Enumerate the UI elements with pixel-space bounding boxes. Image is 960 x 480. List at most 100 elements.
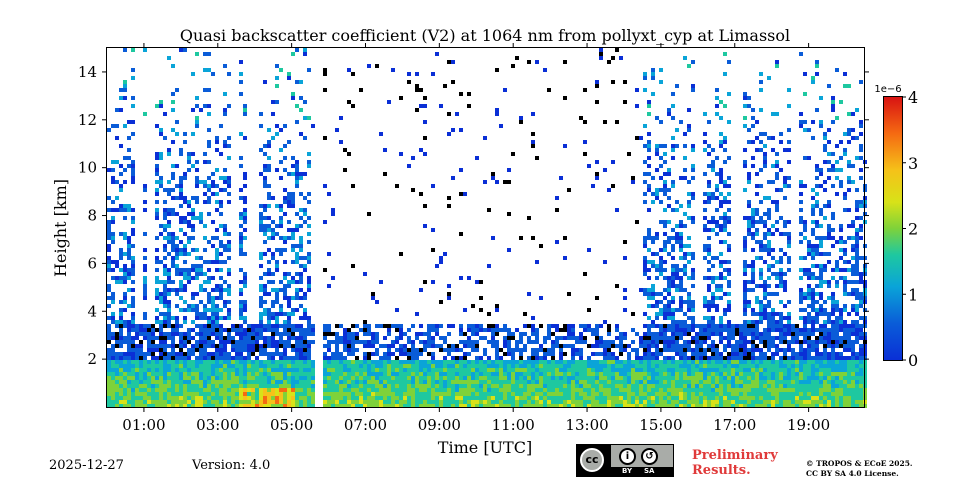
- heatmap-cell: [659, 272, 663, 276]
- heatmap-cell: [151, 396, 155, 400]
- heatmap-cell: [471, 348, 475, 352]
- heatmap-cell: [507, 388, 511, 392]
- heatmap-cell: [283, 332, 287, 336]
- heatmap-cell: [131, 180, 135, 184]
- heatmap-cell: [379, 396, 383, 400]
- heatmap-cell: [211, 300, 215, 304]
- heatmap-cell: [215, 400, 219, 404]
- heatmap-cell: [267, 364, 271, 368]
- heatmap-cell: [359, 372, 363, 376]
- heatmap-cell: [127, 208, 131, 212]
- heatmap-cell: [111, 388, 115, 392]
- heatmap-cell: [287, 236, 291, 240]
- heatmap-cell: [347, 152, 351, 156]
- heatmap-cell: [207, 320, 211, 324]
- heatmap-cell: [587, 360, 591, 364]
- heatmap-cell: [211, 192, 215, 196]
- heatmap-cell: [787, 240, 791, 244]
- heatmap-cell: [231, 388, 235, 392]
- heatmap-cell: [175, 360, 179, 364]
- heatmap-cell: [659, 260, 663, 264]
- heatmap-cell: [335, 368, 339, 372]
- heatmap-cell: [299, 132, 303, 136]
- heatmap-cell: [191, 268, 195, 272]
- heatmap-cell: [751, 328, 755, 332]
- heatmap-cell: [219, 176, 223, 180]
- heatmap-cell: [631, 400, 635, 404]
- heatmap-cell: [407, 400, 411, 404]
- heatmap-cell: [275, 288, 279, 292]
- heatmap-cell: [767, 300, 771, 304]
- heatmap-cell: [187, 372, 191, 376]
- heatmap-cell: [659, 188, 663, 192]
- heatmap-cell: [111, 320, 115, 324]
- heatmap-cell: [167, 268, 171, 272]
- heatmap-cell: [623, 392, 627, 396]
- heatmap-cell: [567, 188, 571, 192]
- heatmap-cell: [527, 324, 531, 328]
- heatmap-cell: [263, 284, 267, 288]
- heatmap-cell: [359, 396, 363, 400]
- heatmap-cell: [447, 380, 451, 384]
- heatmap-cell: [251, 328, 255, 332]
- heatmap-cell: [327, 384, 331, 388]
- heatmap-cell: [211, 396, 215, 400]
- heatmap-cell: [583, 360, 587, 364]
- heatmap-cell: [663, 192, 667, 196]
- heatmap-cell: [351, 368, 355, 372]
- heatmap-cell: [127, 204, 131, 208]
- heatmap-cell: [739, 388, 743, 392]
- heatmap-cell: [227, 340, 231, 344]
- heatmap-cell: [727, 216, 731, 220]
- heatmap-cell: [675, 376, 679, 380]
- heatmap-cell: [267, 272, 271, 276]
- heatmap-cell: [547, 336, 551, 340]
- heatmap-cell: [643, 256, 647, 260]
- heatmap-cell: [563, 380, 567, 384]
- heatmap-cell: [423, 152, 427, 156]
- heatmap-cell: [515, 372, 519, 376]
- heatmap-cell: [751, 280, 755, 284]
- heatmap-cell: [195, 344, 199, 348]
- heatmap-cell: [695, 404, 699, 408]
- heatmap-cell: [559, 328, 563, 332]
- heatmap-cell: [707, 324, 711, 328]
- heatmap-cell: [187, 380, 191, 384]
- heatmap-cell: [211, 384, 215, 388]
- heatmap-cell: [131, 388, 135, 392]
- heatmap-cell: [443, 380, 447, 384]
- heatmap-cell: [671, 256, 675, 260]
- heatmap-cell: [299, 216, 303, 220]
- heatmap-cell: [727, 332, 731, 336]
- heatmap-cell: [127, 364, 131, 368]
- heatmap-cell: [579, 400, 583, 404]
- heatmap-cell: [575, 352, 579, 356]
- heatmap-cell: [327, 404, 331, 408]
- heatmap-cell: [227, 332, 231, 336]
- heatmap-cell: [535, 400, 539, 404]
- heatmap-cell: [403, 400, 407, 404]
- heatmap-cell: [367, 64, 371, 68]
- heatmap-cell: [423, 384, 427, 388]
- heatmap-cell: [175, 88, 179, 92]
- heatmap-cell: [295, 368, 299, 372]
- heatmap-cell: [179, 284, 183, 288]
- heatmap-cell: [771, 356, 775, 360]
- heatmap-cell: [755, 332, 759, 336]
- heatmap-cell: [143, 360, 147, 364]
- heatmap-cell: [559, 376, 563, 380]
- heatmap-cell: [639, 388, 643, 392]
- heatmap-cell: [691, 144, 695, 148]
- heatmap-cell: [471, 360, 475, 364]
- heatmap-cell: [167, 240, 171, 244]
- heatmap-cell: [287, 388, 291, 392]
- heatmap-cell: [419, 332, 423, 336]
- heatmap-cell: [715, 112, 719, 116]
- heatmap-cell: [711, 148, 715, 152]
- heatmap-cell: [239, 372, 243, 376]
- heatmap-cell: [351, 400, 355, 404]
- heatmap-cell: [227, 200, 231, 204]
- heatmap-cell: [239, 232, 243, 236]
- heatmap-cell: [515, 360, 519, 364]
- heatmap-cell: [767, 348, 771, 352]
